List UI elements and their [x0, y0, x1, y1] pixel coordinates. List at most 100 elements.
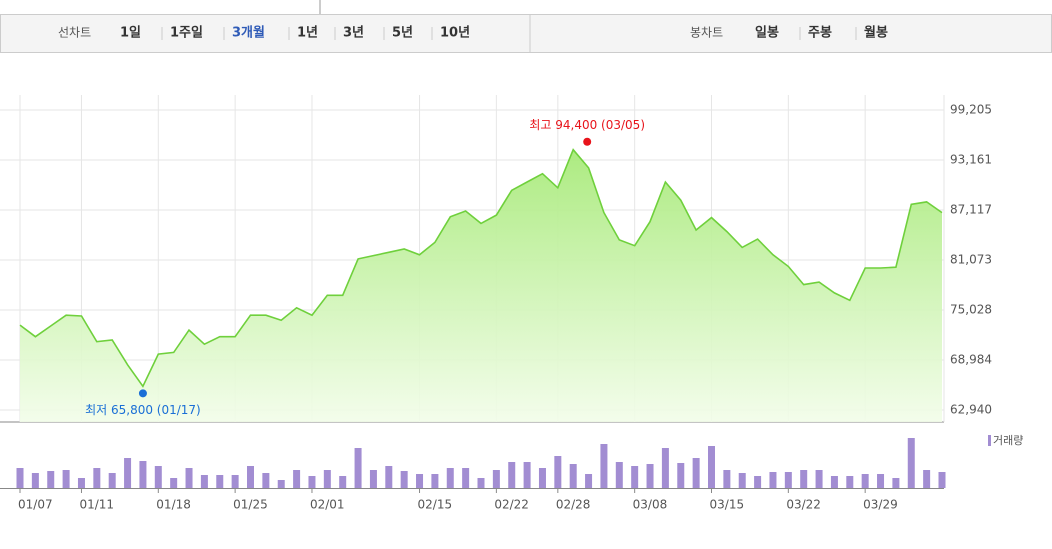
volume-bar — [62, 470, 70, 488]
y-tick-label: 99,205 — [950, 103, 992, 117]
volume-bar — [723, 470, 731, 488]
volume-bar — [462, 468, 470, 488]
low-label: 최저 65,800 (01/17) — [85, 403, 201, 417]
volume-bar — [538, 468, 546, 488]
x-tick-label: 03/22 — [786, 498, 821, 512]
volume-bar — [738, 473, 746, 488]
candle-tab[interactable]: 일봉 — [755, 26, 779, 41]
volume-bar — [170, 478, 178, 488]
x-tick-label: 03/15 — [710, 498, 745, 512]
volume-bar — [861, 474, 869, 488]
volume-bar — [754, 476, 762, 488]
toolbar-label: 선차트 — [58, 26, 91, 40]
period-tab[interactable]: 1주일 — [170, 26, 203, 41]
y-tick-label: 68,984 — [950, 353, 992, 367]
y-tick-label: 87,117 — [950, 202, 992, 216]
volume-bar — [416, 474, 424, 488]
volume-bar — [692, 458, 700, 488]
volume-bar — [47, 471, 55, 488]
volume-bar — [385, 466, 393, 488]
x-tick-label: 01/18 — [156, 498, 191, 512]
volume-bar — [16, 468, 24, 488]
x-tick-label: 03/29 — [863, 498, 898, 512]
low-marker — [138, 389, 147, 398]
period-tab[interactable]: 1년 — [297, 26, 318, 41]
volume-bar — [784, 472, 792, 488]
volume-bar — [677, 463, 685, 488]
x-tick-label: 02/28 — [556, 498, 591, 512]
volume-bar — [446, 468, 454, 488]
y-tick-label: 62,940 — [950, 403, 992, 417]
volume-bar — [877, 474, 885, 488]
volume-bar — [200, 475, 208, 488]
volume-bar — [631, 466, 639, 488]
y-tick-label: 93,161 — [950, 152, 992, 166]
volume-bar — [323, 470, 331, 488]
x-tick-label: 01/07 — [18, 498, 53, 512]
volume-bar — [369, 470, 377, 488]
x-tick-label: 02/22 — [494, 498, 529, 512]
volume-bar — [31, 473, 39, 488]
volume-bar — [400, 471, 408, 488]
volume-bar — [938, 472, 946, 488]
volume-bar — [554, 456, 562, 488]
candle-tab[interactable]: 주봉 — [808, 26, 832, 41]
high-marker — [583, 137, 592, 146]
volume-bar — [139, 461, 147, 488]
volume-bar — [846, 476, 854, 488]
x-tick-label: 03/08 — [633, 498, 668, 512]
volume-bar — [216, 475, 224, 488]
volume-bar — [108, 473, 116, 488]
volume-bar — [154, 466, 162, 488]
volume-bar — [615, 462, 623, 488]
volume-bar — [124, 458, 132, 488]
price-line — [19, 148, 943, 388]
volume-bar — [308, 476, 316, 488]
volume-bar — [523, 462, 531, 488]
volume-bar — [569, 464, 577, 488]
volume-bar — [354, 448, 362, 488]
period-tab[interactable]: 10년 — [440, 26, 470, 41]
volume-bar — [293, 470, 301, 488]
volume-bar — [815, 470, 823, 488]
legend-label: 거래량 — [993, 434, 1023, 447]
volume-bar — [277, 480, 285, 488]
volume-bar — [661, 448, 669, 488]
x-tick-label: 02/15 — [418, 498, 453, 512]
volume-bar — [830, 476, 838, 488]
volume-bar — [93, 468, 101, 488]
volume-bar — [247, 466, 254, 488]
volume-bar — [600, 444, 608, 488]
volume-bar — [262, 473, 270, 488]
volume-bar — [185, 468, 193, 488]
volume-bar — [477, 478, 485, 488]
period-tab[interactable]: 3개월 — [232, 25, 265, 41]
volume-bar — [585, 474, 593, 488]
period-tab[interactable]: 5년 — [392, 26, 413, 41]
volume-bar — [231, 475, 239, 488]
period-tab[interactable]: 1일 — [120, 26, 141, 41]
volume-bar — [800, 470, 808, 488]
volume-bar — [646, 464, 654, 488]
toolbar-label: 봉차트 — [690, 26, 723, 40]
volume-bar — [769, 472, 777, 488]
y-tick-label: 75,028 — [950, 303, 992, 317]
volume-bar — [907, 438, 915, 488]
volume-bar — [508, 462, 516, 488]
period-tab[interactable]: 3년 — [343, 26, 364, 41]
x-tick-label: 01/25 — [233, 498, 268, 512]
volume-bar — [431, 474, 439, 488]
volume-bar — [708, 446, 715, 488]
x-tick-label: 01/11 — [79, 498, 114, 512]
volume-bar — [77, 478, 85, 488]
candle-tab[interactable]: 월봉 — [864, 25, 888, 41]
volume-bar — [339, 476, 347, 488]
high-label: 최고 94,400 (03/05) — [529, 118, 645, 132]
y-tick-label: 81,073 — [950, 252, 992, 266]
toolbar — [0, 14, 1052, 53]
legend-swatch — [988, 435, 991, 446]
x-tick-label: 02/01 — [310, 498, 345, 512]
volume-bar — [492, 470, 500, 488]
